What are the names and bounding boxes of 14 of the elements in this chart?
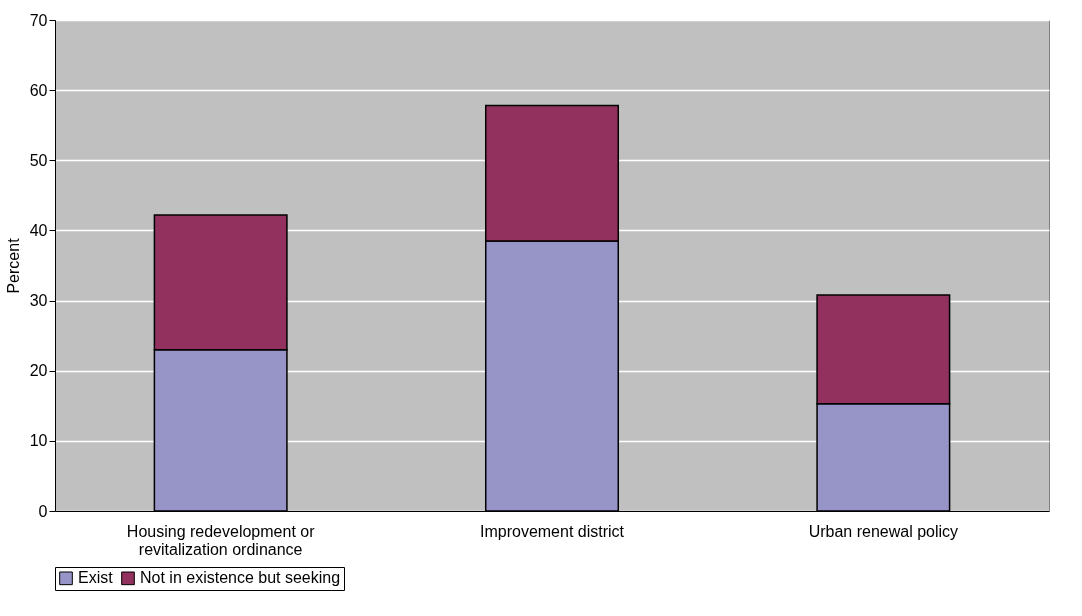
- y-axis-title: Percent: [4, 237, 22, 294]
- x-tick-label: Urban renewal policy: [808, 522, 959, 540]
- x-tick-label: Housing redevelopment or revitalization ordinance: [126, 522, 316, 558]
- y-tick-label: 40: [29, 221, 48, 239]
- legend-label: Exist: [78, 569, 114, 587]
- y-tick-label: 70: [29, 11, 48, 29]
- legend-label: Not in existence but seeking: [140, 569, 341, 587]
- y-tick-label: 20: [29, 362, 48, 380]
- y-tick-label: 60: [29, 81, 48, 99]
- y-tick-label: 10: [29, 432, 48, 450]
- x-tick-label: Improvement district: [479, 522, 625, 540]
- y-tick-label: 0: [38, 502, 48, 520]
- y-tick-label: 50: [29, 151, 48, 169]
- y-tick-label: 30: [29, 292, 48, 310]
